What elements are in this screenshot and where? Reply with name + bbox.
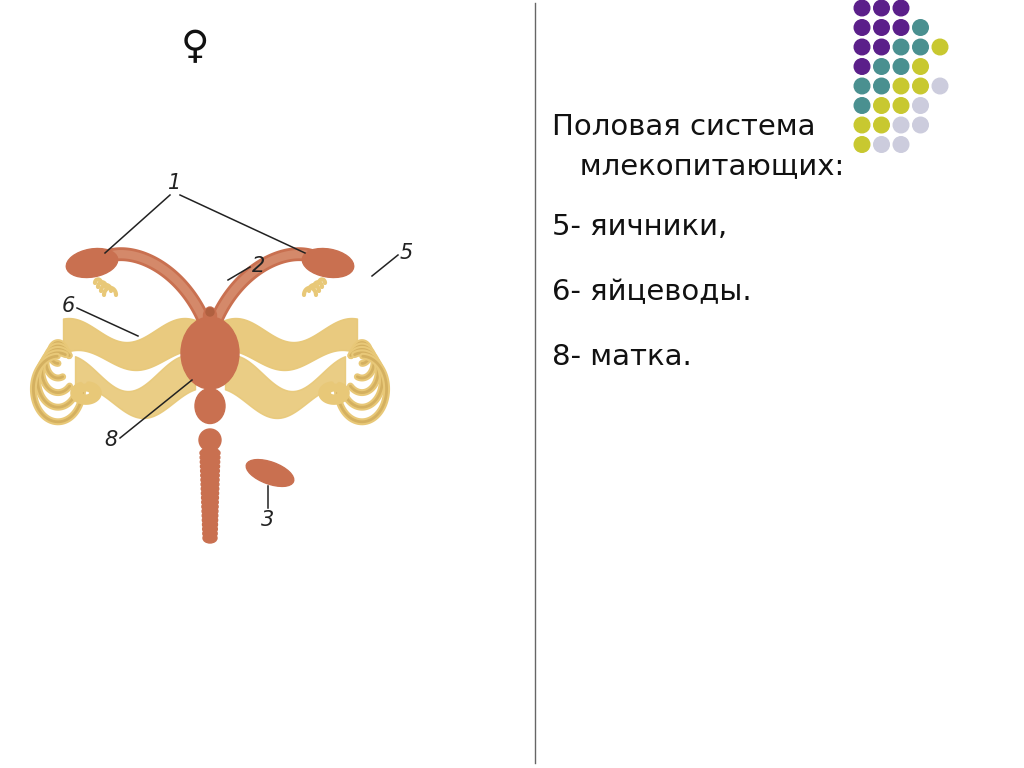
- Circle shape: [854, 20, 869, 35]
- Ellipse shape: [203, 528, 217, 538]
- Circle shape: [854, 137, 869, 152]
- Circle shape: [912, 20, 929, 35]
- Text: 8- матка.: 8- матка.: [552, 343, 692, 371]
- Circle shape: [932, 78, 948, 94]
- Circle shape: [206, 308, 214, 316]
- Ellipse shape: [201, 475, 219, 485]
- Circle shape: [893, 118, 909, 133]
- Ellipse shape: [201, 457, 220, 467]
- Ellipse shape: [202, 493, 218, 503]
- Circle shape: [854, 118, 869, 133]
- Ellipse shape: [203, 524, 217, 534]
- Text: 2: 2: [252, 256, 265, 276]
- Circle shape: [873, 137, 889, 152]
- Circle shape: [893, 20, 909, 35]
- Circle shape: [893, 0, 909, 16]
- Circle shape: [912, 58, 929, 74]
- Circle shape: [893, 137, 909, 152]
- Text: 8: 8: [104, 430, 118, 450]
- Ellipse shape: [200, 448, 220, 458]
- Circle shape: [873, 98, 889, 114]
- Circle shape: [873, 0, 889, 16]
- Ellipse shape: [203, 520, 217, 530]
- Circle shape: [912, 98, 929, 114]
- Ellipse shape: [200, 452, 220, 462]
- Circle shape: [854, 0, 869, 16]
- Circle shape: [854, 78, 869, 94]
- Ellipse shape: [67, 249, 118, 277]
- Text: 6- яйцеводы.: 6- яйцеводы.: [552, 278, 752, 306]
- Text: 3: 3: [261, 510, 274, 530]
- Ellipse shape: [246, 459, 294, 486]
- Ellipse shape: [199, 429, 221, 451]
- Ellipse shape: [201, 466, 219, 476]
- Text: 5: 5: [400, 243, 414, 263]
- Ellipse shape: [204, 307, 216, 325]
- Ellipse shape: [202, 502, 218, 511]
- Ellipse shape: [203, 515, 218, 525]
- Circle shape: [893, 58, 909, 74]
- Text: Половая система
   млекопитающих:: Половая система млекопитающих:: [552, 113, 844, 180]
- Circle shape: [873, 78, 889, 94]
- Text: 1: 1: [168, 173, 181, 193]
- Circle shape: [893, 78, 909, 94]
- Text: ♀: ♀: [181, 28, 209, 66]
- Text: 6: 6: [61, 296, 75, 316]
- Circle shape: [873, 39, 889, 55]
- Text: 5- яичники,: 5- яичники,: [552, 213, 727, 241]
- Ellipse shape: [202, 497, 218, 507]
- Ellipse shape: [203, 533, 217, 543]
- Ellipse shape: [201, 470, 219, 480]
- Circle shape: [912, 78, 929, 94]
- Circle shape: [873, 20, 889, 35]
- Ellipse shape: [201, 479, 219, 489]
- Circle shape: [912, 39, 929, 55]
- Circle shape: [932, 39, 948, 55]
- Circle shape: [854, 39, 869, 55]
- Circle shape: [912, 118, 929, 133]
- Ellipse shape: [202, 511, 218, 521]
- Circle shape: [854, 98, 869, 114]
- Ellipse shape: [202, 484, 219, 494]
- Ellipse shape: [202, 488, 218, 498]
- Ellipse shape: [302, 249, 353, 277]
- Circle shape: [893, 98, 909, 114]
- Circle shape: [893, 39, 909, 55]
- Circle shape: [854, 58, 869, 74]
- Ellipse shape: [201, 462, 219, 472]
- Circle shape: [873, 118, 889, 133]
- Ellipse shape: [181, 317, 239, 389]
- Ellipse shape: [202, 506, 218, 516]
- Ellipse shape: [195, 389, 225, 423]
- Circle shape: [873, 58, 889, 74]
